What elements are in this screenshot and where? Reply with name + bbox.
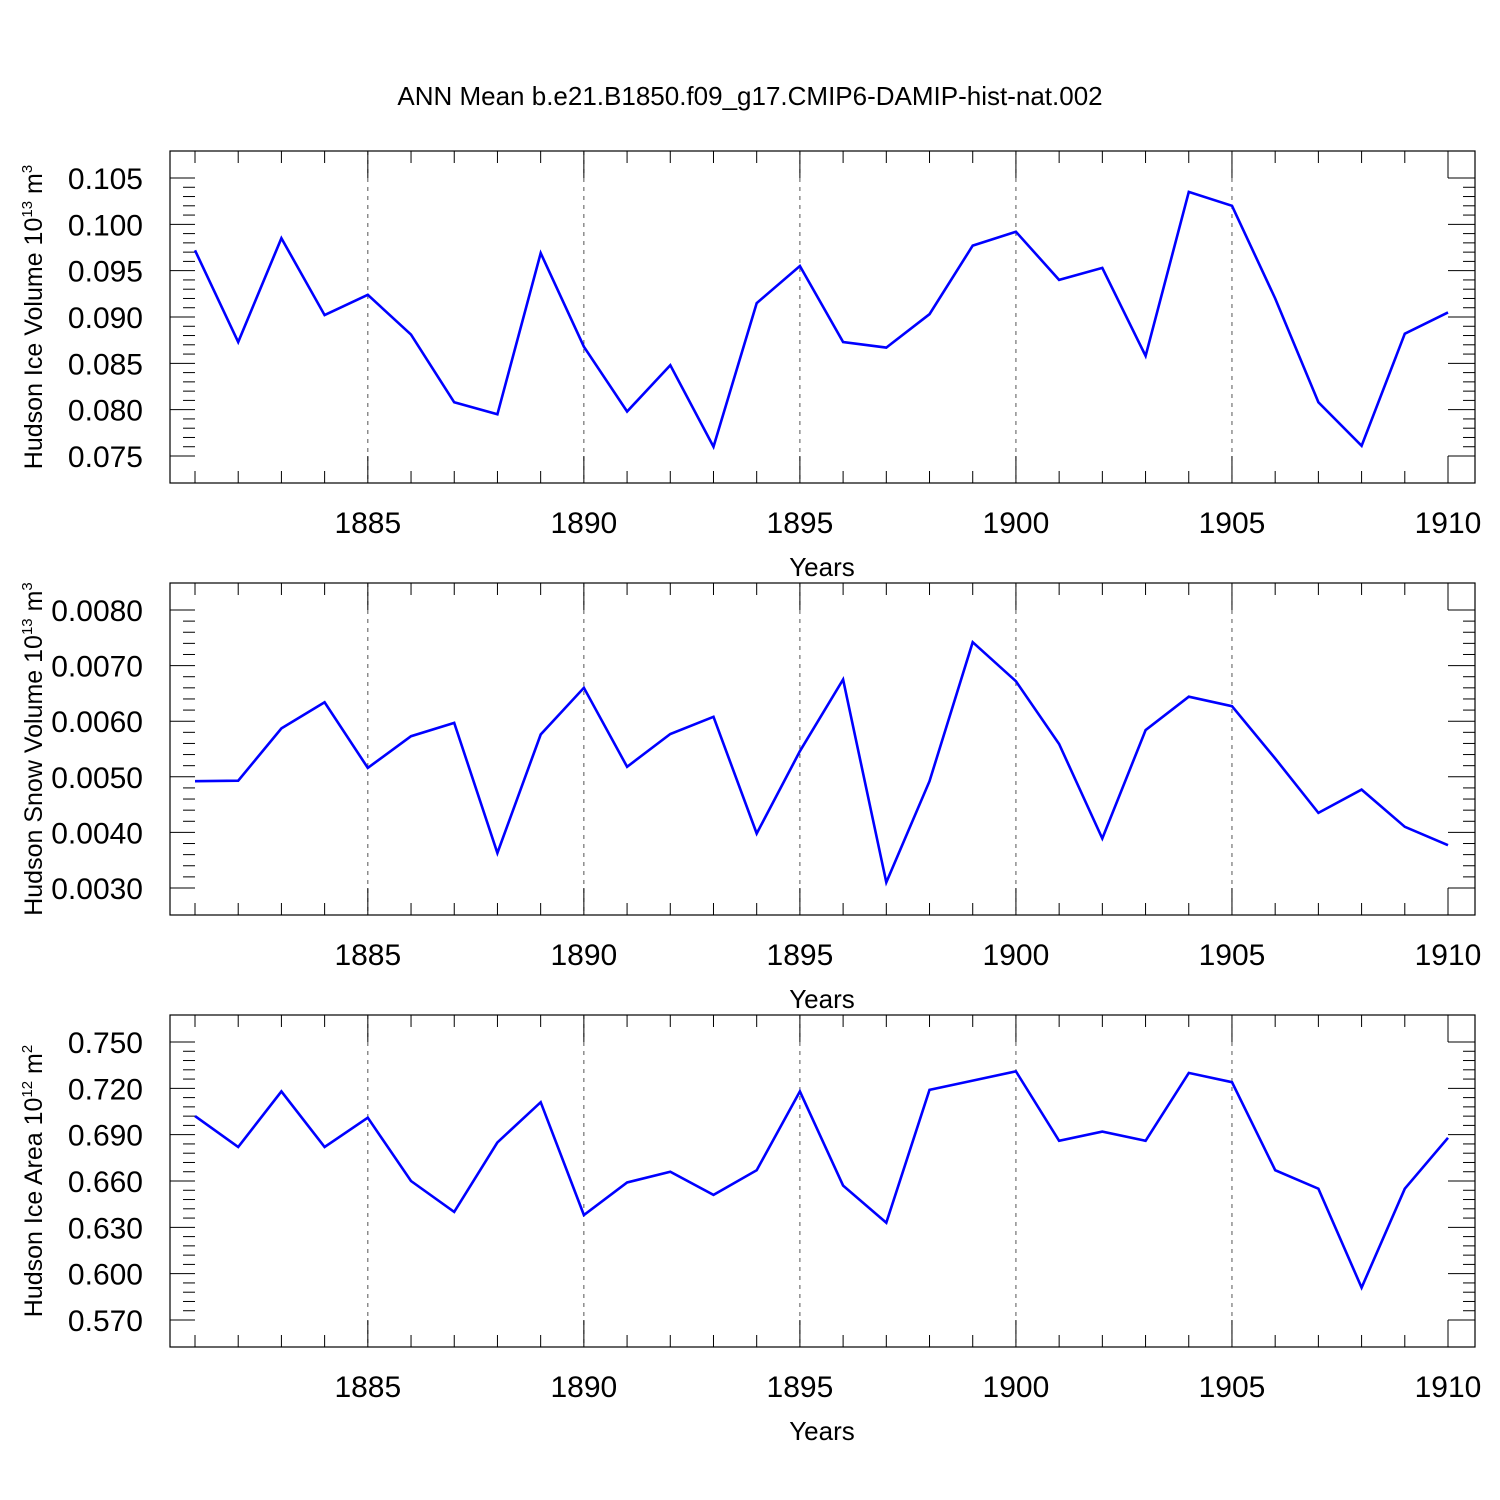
y-tick-label: 0.105 (68, 163, 143, 196)
y-tick-label: 0.0060 (51, 706, 143, 739)
y-tick-label: 0.100 (68, 209, 143, 242)
y-tick-label: 0.660 (68, 1166, 143, 1199)
y-tick-label: 0.0030 (51, 873, 143, 906)
x-tick-label: 1885 (334, 939, 401, 972)
y-tick-label: 0.630 (68, 1212, 143, 1245)
x-tick-label: 1910 (1415, 939, 1482, 972)
x-tick-label: 1885 (334, 507, 401, 540)
x-tick-label: 1900 (983, 507, 1050, 540)
y-tick-label: 0.075 (68, 441, 143, 474)
plot-frame (169, 582, 1476, 916)
chart-title: ANN Mean b.e21.B1850.f09_g17.CMIP6-DAMIP… (397, 81, 1102, 111)
y-tick-label: 0.095 (68, 256, 143, 289)
x-tick-label: 1900 (983, 1371, 1050, 1404)
x-tick-label: 1890 (550, 939, 617, 972)
y-tick-label: 0.600 (68, 1259, 143, 1292)
y-tick-label: 0.0070 (51, 651, 143, 684)
series-line (193, 190, 1449, 451)
x-tick-label: 1890 (550, 1371, 617, 1404)
y-axis-label: Hudson Ice Area 1012 m2 (19, 1045, 48, 1317)
x-tick-label: 1910 (1415, 1371, 1482, 1404)
x-tick-label: 1905 (1199, 1371, 1266, 1404)
y-tick-label: 0.0080 (51, 595, 143, 628)
x-tick-label: 1895 (767, 1371, 834, 1404)
series-line (194, 1069, 1449, 1291)
series-line (194, 639, 1449, 887)
y-tick-label: 0.090 (68, 302, 143, 335)
x-tick-label: 1890 (550, 507, 617, 540)
x-tick-label: 1885 (334, 1371, 401, 1404)
x-axis-label: Years (789, 1416, 855, 1446)
y-tick-label: 0.080 (68, 395, 143, 428)
plot-frame (169, 150, 1476, 484)
x-axis-label: Years (789, 552, 855, 582)
x-tick-label: 1900 (983, 939, 1050, 972)
panel-ice-volume: 0.075 0.080 0.085 0.090 0.095 0.100 0.105 1885 1… (19, 150, 1482, 582)
x-axis-label: Years (789, 984, 855, 1014)
x-tick-label: 1905 (1199, 939, 1266, 972)
y-tick-label: 0.720 (68, 1073, 143, 1106)
y-tick-label: 0.690 (68, 1120, 143, 1153)
x-tick-label: 1905 (1199, 507, 1266, 540)
y-axis-label: Hudson Ice Volume 1013 m3 (19, 165, 48, 469)
x-tick-label: 1895 (767, 939, 834, 972)
y-tick-label: 0.085 (68, 348, 143, 381)
y-tick-label: 0.0050 (51, 762, 143, 795)
x-tick-label: 1910 (1415, 507, 1482, 540)
plot-frame (169, 1014, 1476, 1348)
x-tick-label: 1895 (767, 507, 834, 540)
y-tick-label: 0.570 (68, 1305, 143, 1338)
panel-ice-area: 0.570 0.600 0.630 0.660 0.690 0.720 0.750 1885 1… (19, 1014, 1482, 1446)
y-tick-label: 0.750 (68, 1027, 143, 1060)
y-axis-label: Hudson Snow Volume 1013 m3 (19, 582, 48, 916)
panel-snow-volume: 0.0030 0.0040 0.0050 0.0060 0.0070 0.0080 1885… (19, 582, 1481, 1014)
y-tick-label: 0.0040 (51, 817, 143, 850)
